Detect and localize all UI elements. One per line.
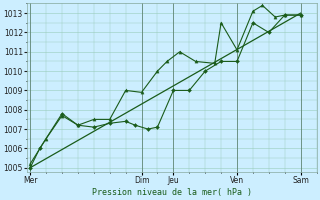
X-axis label: Pression niveau de la mer( hPa ): Pression niveau de la mer( hPa ) xyxy=(92,188,252,197)
